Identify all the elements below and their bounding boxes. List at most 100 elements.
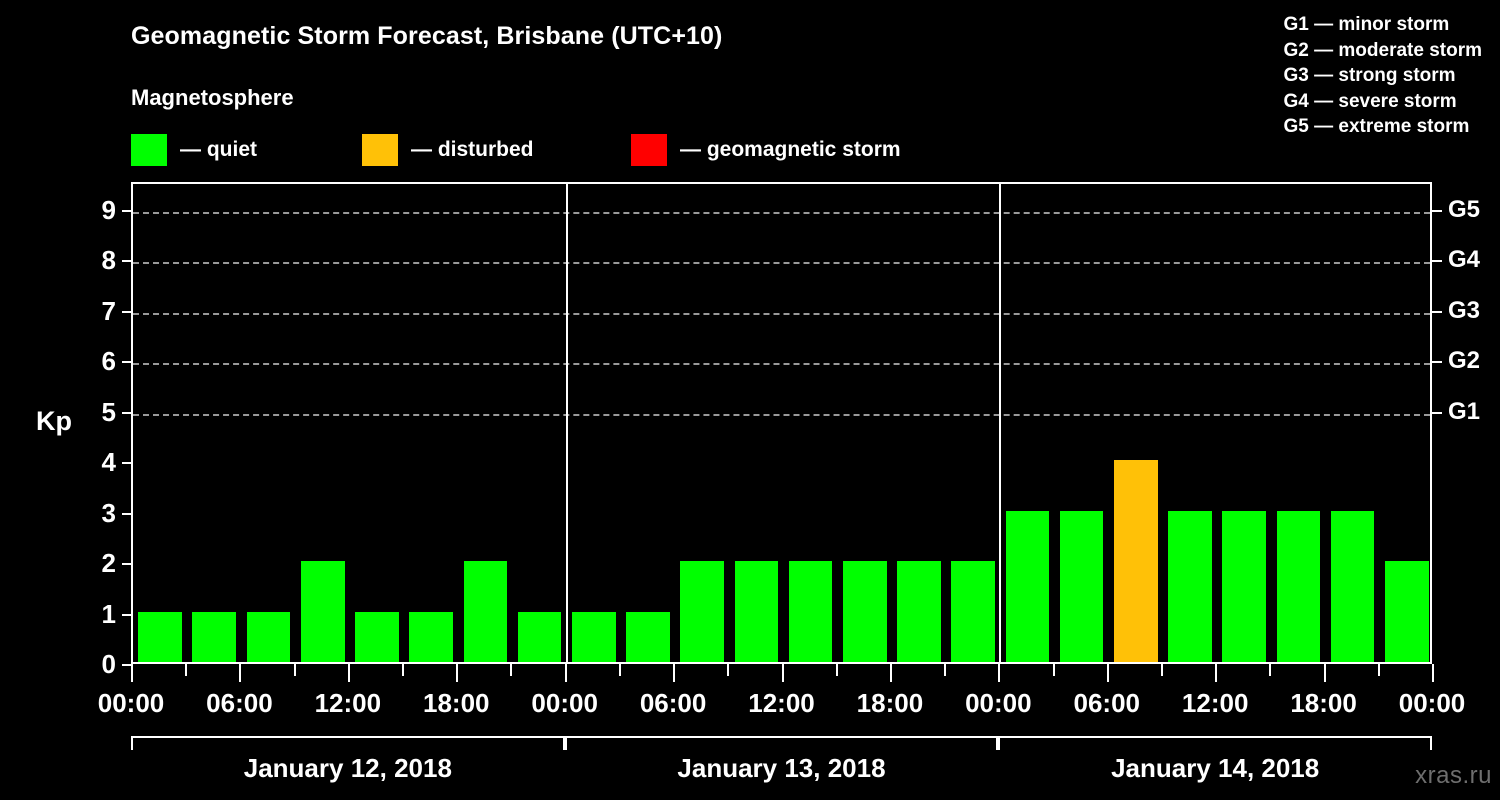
date-label-2: January 13, 2018 xyxy=(677,753,886,783)
bar-quiet-12[interactable] xyxy=(734,561,779,662)
x-tick-label-6: 12:00 xyxy=(748,688,815,718)
x-tick-label-5: 06:00 xyxy=(639,688,707,718)
x-tick-label-8: 00:00 xyxy=(965,688,1032,718)
date-bracket-3 xyxy=(998,736,1432,750)
x-tick-mark-24 xyxy=(1432,664,1434,682)
y-tick-mark-1 xyxy=(122,613,131,616)
y-tick-mark-5 xyxy=(122,411,131,414)
bar-quiet-22[interactable] xyxy=(1276,510,1321,662)
bar-quiet-9[interactable] xyxy=(571,611,616,662)
y-tick-label-5: 5 xyxy=(101,396,116,427)
gscale-legend-row-3: G3 — strong storm xyxy=(1283,65,1456,86)
page-title: Geomagnetic Storm Forecast, Brisbane (UT… xyxy=(131,22,723,50)
x-tick-mark-10 xyxy=(673,664,676,682)
watermark: xras.ru xyxy=(1415,762,1492,789)
day-separator-1 xyxy=(565,184,568,662)
x-tick-label-9: 06:00 xyxy=(1073,688,1141,718)
bar-quiet-6[interactable] xyxy=(409,611,453,662)
x-tick-mark-2 xyxy=(239,664,242,682)
bar-quiet-14[interactable] xyxy=(842,561,887,662)
bar-quiet-8[interactable] xyxy=(517,611,562,662)
bar-quiet-4[interactable] xyxy=(300,561,345,662)
g-tick-mark-G4 xyxy=(1432,260,1442,263)
y-tick-mark-3 xyxy=(122,512,131,515)
bar-quiet-10[interactable] xyxy=(626,611,670,662)
gscale-legend-row-1: G1 — minor storm xyxy=(1283,14,1450,35)
x-tick-mark-7 xyxy=(510,664,513,676)
y-axis-title: Kp xyxy=(36,406,72,436)
bar-quiet-2[interactable] xyxy=(192,611,237,662)
y-tick-label-4: 4 xyxy=(101,447,116,478)
x-tick-label-2: 12:00 xyxy=(314,688,382,718)
g-tick-label-G4: G4 xyxy=(1448,246,1481,274)
gridline-kp-7 xyxy=(133,312,1430,315)
x-tick-mark-22 xyxy=(1323,664,1326,682)
bar-quiet-24[interactable] xyxy=(1385,561,1429,662)
bar-quiet-17[interactable] xyxy=(1005,510,1050,662)
y-tick-label-3: 3 xyxy=(101,497,116,528)
bar-quiet-23[interactable] xyxy=(1330,510,1375,662)
g-tick-mark-G1 xyxy=(1432,411,1442,414)
g-tick-label-G2: G2 xyxy=(1448,347,1481,375)
bar-quiet-7[interactable] xyxy=(463,561,508,662)
x-tick-label-3: 18:00 xyxy=(423,688,490,718)
x-tick-mark-14 xyxy=(889,664,892,682)
x-tick-mark-5 xyxy=(402,664,405,676)
y-tick-mark-7 xyxy=(122,310,131,313)
bar-quiet-11[interactable] xyxy=(680,561,724,662)
x-tick-mark-0 xyxy=(131,664,133,682)
y-tick-label-8: 8 xyxy=(101,245,116,276)
date-label-1: January 12, 2018 xyxy=(243,753,452,783)
bar-disturbed-19[interactable] xyxy=(1114,460,1158,662)
x-tick-label-10: 12:00 xyxy=(1181,688,1249,718)
x-tick-mark-1 xyxy=(185,664,188,676)
x-tick-mark-11 xyxy=(727,664,730,676)
x-tick-mark-4 xyxy=(347,664,350,682)
y-tick-mark-4 xyxy=(122,462,131,465)
x-tick-mark-13 xyxy=(835,664,838,676)
bar-quiet-16[interactable] xyxy=(951,561,996,662)
x-tick-mark-23 xyxy=(1377,664,1380,676)
date-bracket-1 xyxy=(131,736,565,750)
x-tick-label-7: 18:00 xyxy=(856,688,924,718)
legend-entry-disturbed: — disturbed xyxy=(362,133,534,167)
y-tick-mark-9 xyxy=(122,209,131,212)
bar-quiet-1[interactable] xyxy=(138,611,182,662)
bar-quiet-20[interactable] xyxy=(1168,510,1212,662)
y-tick-label-2: 2 xyxy=(101,548,116,579)
disturbed-swatch-icon xyxy=(362,134,398,166)
gscale-legend-row-5: G5 — extreme storm xyxy=(1283,116,1470,137)
quiet-swatch-icon xyxy=(131,134,167,166)
g-tick-mark-G3 xyxy=(1432,310,1442,313)
gridline-kp-6 xyxy=(133,363,1430,366)
gridline-kp-5 xyxy=(133,413,1430,416)
bar-quiet-5[interactable] xyxy=(355,611,399,662)
x-tick-mark-18 xyxy=(1106,664,1109,682)
y-tick-label-9: 9 xyxy=(101,194,116,225)
legend-label-storm: — geomagnetic storm xyxy=(680,138,901,161)
legend-label-quiet: — quiet xyxy=(180,138,257,161)
day-separator-2 xyxy=(999,184,1002,662)
bar-quiet-18[interactable] xyxy=(1059,510,1104,662)
bar-quiet-3[interactable] xyxy=(246,611,291,662)
x-tick-mark-17 xyxy=(1052,664,1055,676)
x-tick-label-12: 00:00 xyxy=(1398,688,1466,718)
x-tick-mark-12 xyxy=(781,664,784,682)
y-tick-label-0: 0 xyxy=(101,649,116,679)
plot-area xyxy=(131,182,1432,664)
legend-entry-quiet: — quiet xyxy=(131,133,257,167)
bar-quiet-15[interactable] xyxy=(897,561,941,662)
bar-quiet-21[interactable] xyxy=(1222,510,1267,662)
y-tick-label-7: 7 xyxy=(101,295,116,326)
x-tick-mark-9 xyxy=(618,664,621,676)
x-tick-mark-20 xyxy=(1215,664,1218,682)
x-tick-label-4: 00:00 xyxy=(531,688,598,718)
legend-label-disturbed: — disturbed xyxy=(411,138,534,161)
gridline-kp-8 xyxy=(133,262,1430,265)
storm-swatch-icon xyxy=(631,134,667,166)
bar-quiet-13[interactable] xyxy=(788,561,833,662)
gscale-legend-row-4: G4 — severe storm xyxy=(1283,90,1457,112)
x-tick-mark-15 xyxy=(944,664,947,676)
x-tick-mark-21 xyxy=(1269,664,1272,676)
x-tick-mark-6 xyxy=(456,664,459,682)
